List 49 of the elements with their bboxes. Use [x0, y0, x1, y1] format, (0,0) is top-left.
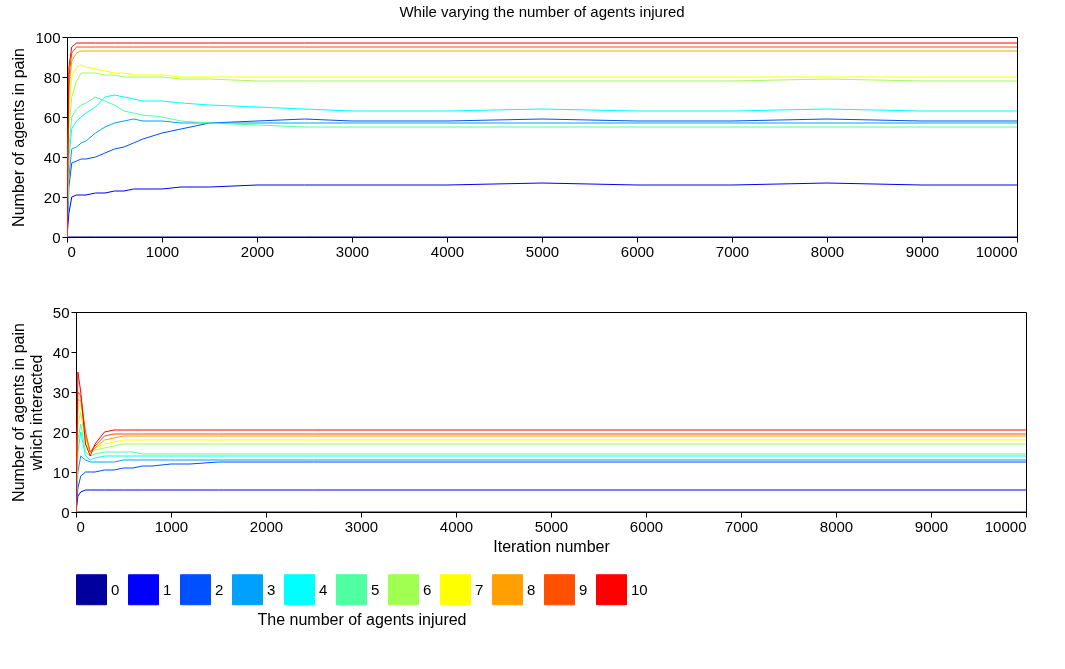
y-tick-label: 20	[43, 188, 61, 206]
y-tick-label: 10	[52, 463, 70, 481]
y-tick-label: 100	[35, 28, 61, 46]
legend-label: 3	[267, 580, 276, 598]
y-tick-label: 0	[61, 503, 70, 521]
y-tick-label: 40	[52, 343, 70, 361]
legend-label: 8	[527, 580, 536, 598]
legend-label: 0	[111, 580, 120, 598]
x-tick-label: 0	[76, 517, 85, 535]
x-tick-label: 9000	[905, 242, 940, 260]
x-tick-label: 2000	[249, 517, 284, 535]
legend-label: 7	[475, 580, 484, 598]
x-tick-label: 9000	[914, 517, 949, 535]
x-tick-label: 10000	[984, 517, 1027, 535]
legend-label: 9	[579, 580, 588, 598]
legend-label: 10	[631, 580, 648, 598]
y-axis-title: Number of agents in pain which interacted	[9, 323, 45, 502]
legend-label: 1	[163, 580, 172, 598]
x-tick-label: 5000	[534, 517, 569, 535]
y-tick-label: 50	[52, 303, 70, 321]
x-tick-label: 3000	[344, 517, 379, 535]
legend-label: 5	[371, 580, 380, 598]
y-tick-label: 30	[52, 383, 70, 401]
y-tick-label: 20	[52, 423, 70, 441]
x-tick-label: 2000	[240, 242, 275, 260]
chart-title: While varying the number of agents injured	[399, 3, 685, 20]
legend-label: 2	[215, 580, 224, 598]
y-tick-label: 40	[43, 148, 61, 166]
x-tick-label: 1000	[145, 242, 180, 260]
x-tick-label: 10000	[975, 242, 1018, 260]
x-tick-label: 8000	[810, 242, 845, 260]
x-tick-label: 4000	[439, 517, 474, 535]
x-tick-label: 8000	[819, 517, 854, 535]
x-tick-label: 3000	[335, 242, 370, 260]
y-tick-label: 80	[43, 68, 61, 86]
x-tick-label: 7000	[715, 242, 750, 260]
x-tick-label: 6000	[629, 517, 664, 535]
legend-title: The number of agents injured	[257, 611, 467, 628]
x-axis-title: Iteration number	[493, 537, 611, 555]
x-tick-label: 5000	[525, 242, 560, 260]
x-tick-label: 6000	[620, 242, 655, 260]
x-tick-label: 7000	[724, 517, 759, 535]
y-tick-label: 60	[43, 108, 61, 126]
x-tick-label: 1000	[154, 517, 189, 535]
x-tick-label: 4000	[430, 242, 465, 260]
y-axis-title: Number of agents in pain	[10, 48, 28, 227]
legend-label: 4	[319, 580, 328, 598]
y-tick-label: 0	[52, 228, 61, 246]
legend-label: 6	[423, 580, 432, 598]
